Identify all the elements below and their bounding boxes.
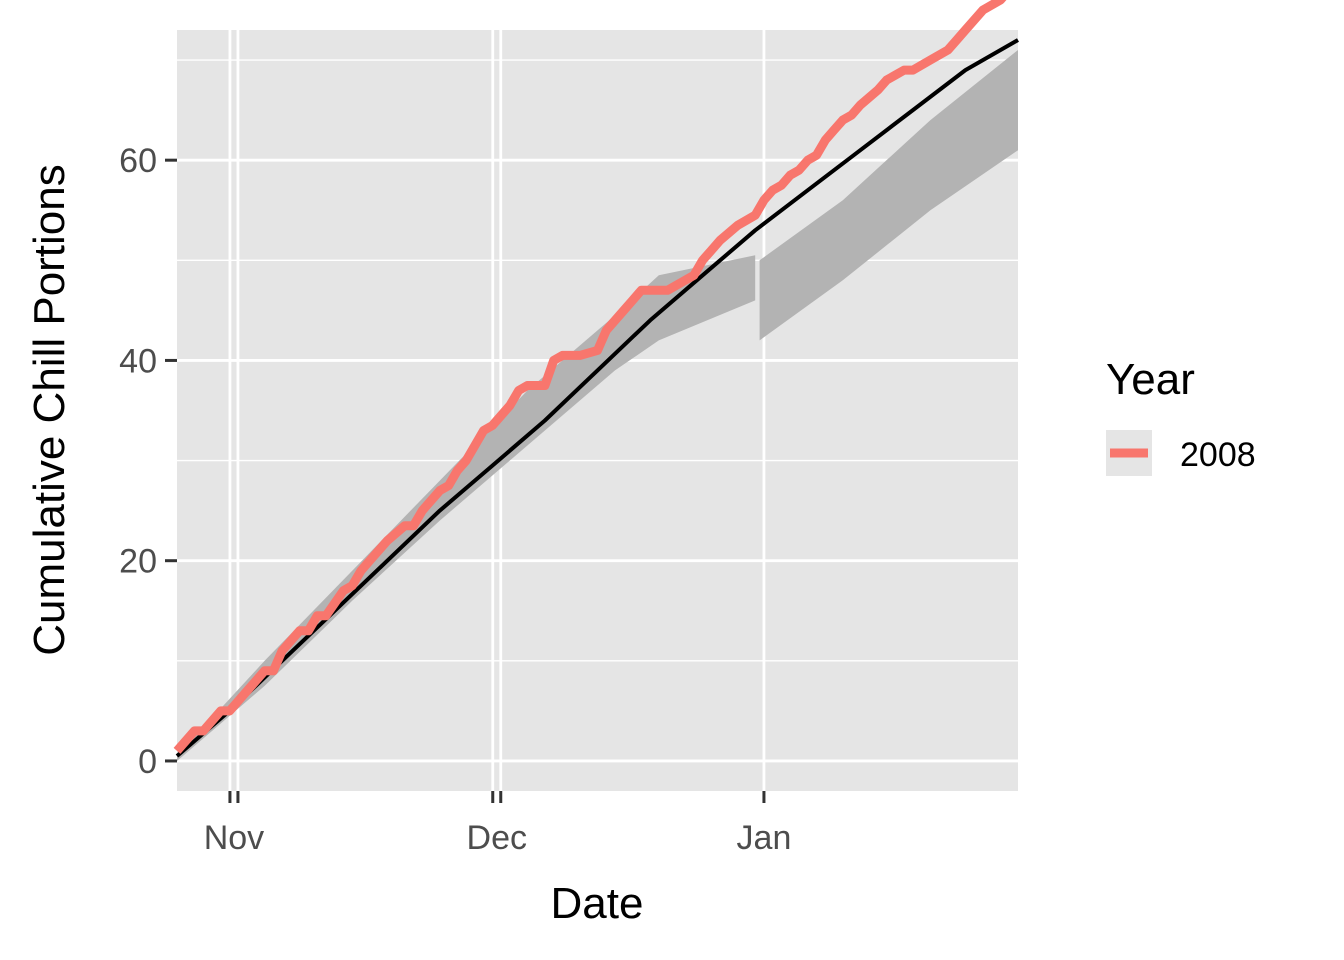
legend-title: Year	[1106, 355, 1195, 404]
x-axis-title: Date	[551, 879, 644, 928]
y-tick-label-0: 0	[138, 743, 157, 781]
minor-gridlines	[177, 59, 1018, 662]
y-tick-label-40: 40	[119, 342, 157, 380]
legend: Year 2008	[1106, 355, 1256, 476]
range-ribbon-segment-1	[759, 50, 1018, 341]
x-tick-label-jan: Jan	[737, 819, 792, 857]
y-axis-title: Cumulative Chill Portions	[25, 164, 74, 656]
y-tick-label-20: 20	[119, 543, 157, 581]
major-gridlines	[177, 30, 1018, 791]
series-lines	[173, 0, 1019, 758]
median-line	[175, 38, 1019, 758]
y-tick-label-60: 60	[119, 142, 157, 180]
axes: 0 20 40 60 Nov Dec Jan	[119, 142, 791, 857]
x-tick-label-nov: Nov	[204, 819, 264, 857]
legend-label-2008: 2008	[1180, 436, 1256, 474]
series-line-2008	[173, 0, 1007, 754]
plot-panel	[177, 30, 1018, 791]
x-tick-label-dec: Dec	[467, 819, 527, 857]
